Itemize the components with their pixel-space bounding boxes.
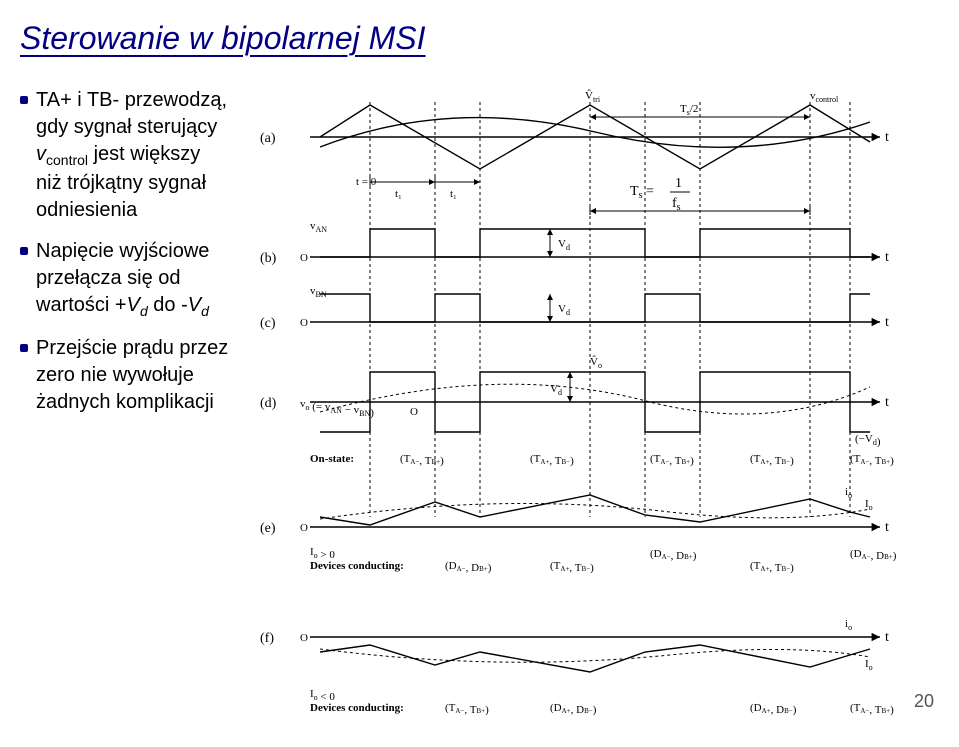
bullet-list: TA+ i TB- przewodzą, gdy sygnał sterując… bbox=[20, 87, 230, 727]
nvd-label: (−Vd) bbox=[855, 433, 881, 448]
vbn-label: vBN bbox=[310, 285, 327, 299]
Io-label: Io bbox=[865, 658, 873, 672]
zero: O bbox=[300, 252, 308, 264]
voh-label: V̂o bbox=[590, 355, 602, 370]
bullet-icon bbox=[20, 344, 28, 352]
io-label: io bbox=[845, 618, 852, 632]
row-label: (e) bbox=[260, 521, 276, 536]
pair: (DA+, DB−) bbox=[550, 702, 597, 716]
pair: (TA+, TB−) bbox=[750, 453, 794, 467]
fs-num: 1 bbox=[675, 176, 682, 191]
waveform-diagram: (a) t V̂tri vcontrol t = 0 bbox=[250, 87, 940, 727]
pair: (TA−, TB+) bbox=[850, 702, 894, 716]
vd-label: Vd bbox=[558, 238, 570, 252]
dev-label: Devices conducting: bbox=[310, 560, 404, 572]
dev-label: Devices conducting: bbox=[310, 702, 404, 714]
ion-label: Io < 0 bbox=[310, 688, 335, 703]
vd-label: Vd bbox=[550, 383, 562, 397]
onstate-label: On-state: bbox=[310, 453, 354, 465]
pair: (TA−, TB+) bbox=[650, 453, 694, 467]
t1-label: t₁ bbox=[395, 188, 402, 200]
pair: (DA+, DB−) bbox=[750, 702, 797, 716]
vd-label: Vd bbox=[558, 303, 570, 317]
vcontrol-label: vcontrol bbox=[810, 90, 839, 104]
pair: (DA−, DB+) bbox=[850, 548, 897, 562]
iop-label: Io > 0 bbox=[310, 546, 335, 561]
zero: O bbox=[300, 522, 308, 534]
fs-den: fs bbox=[672, 196, 681, 213]
axis-t: t bbox=[885, 395, 889, 410]
axis-t: t bbox=[885, 520, 889, 535]
bullet-item: Przejście prądu przez zero nie wywołuje … bbox=[20, 335, 230, 416]
van-label: vAN bbox=[310, 220, 327, 234]
row-label: (d) bbox=[260, 396, 277, 411]
row-label: (c) bbox=[260, 316, 276, 331]
ts2-label: Ts/2 bbox=[680, 103, 698, 117]
bullet-text: Napięcie wyjściowe przełącza się od wart… bbox=[36, 238, 230, 321]
bullet-icon bbox=[20, 96, 28, 104]
pair: (TA−, TB+) bbox=[400, 453, 444, 467]
pair: (DA−, DB+) bbox=[445, 560, 492, 574]
diagram-container: (a) t V̂tri vcontrol t = 0 bbox=[250, 87, 940, 727]
page-number: 20 bbox=[914, 691, 934, 712]
bullet-icon bbox=[20, 247, 28, 255]
content-row: TA+ i TB- przewodzą, gdy sygnał sterując… bbox=[20, 87, 939, 727]
pair: (TA+, TB−) bbox=[550, 560, 594, 574]
pair: (TA+, TB−) bbox=[530, 453, 574, 467]
axis-t: t bbox=[885, 250, 889, 265]
bullet-text: TA+ i TB- przewodzą, gdy sygnał sterując… bbox=[36, 87, 230, 224]
Io-label: Io bbox=[865, 498, 873, 512]
pair: (TA+, TB−) bbox=[750, 560, 794, 574]
row-label: (f) bbox=[260, 631, 274, 646]
zero: O bbox=[300, 317, 308, 329]
io-label: io bbox=[845, 486, 852, 500]
axis-t: t bbox=[885, 315, 889, 330]
row-label: (a) bbox=[260, 131, 276, 146]
pair: (DA−, DB+) bbox=[650, 548, 697, 562]
ts-eq: Ts = bbox=[630, 184, 654, 201]
bullet-item: Napięcie wyjściowe przełącza się od wart… bbox=[20, 238, 230, 321]
zero: O bbox=[300, 632, 308, 644]
axis-t: t bbox=[885, 630, 889, 645]
bullet-text: Przejście prądu przez zero nie wywołuje … bbox=[36, 335, 230, 416]
pair: (TA−, TB+) bbox=[850, 453, 894, 467]
t1-label-2: t₁ bbox=[450, 188, 457, 200]
bullet-item: TA+ i TB- przewodzą, gdy sygnał sterując… bbox=[20, 87, 230, 224]
zero: O bbox=[410, 406, 418, 418]
row-label: (b) bbox=[260, 251, 277, 266]
pair: (TA−, TB+) bbox=[445, 702, 489, 716]
vtri-label: V̂tri bbox=[585, 89, 601, 104]
axis-t: t bbox=[885, 130, 889, 145]
page-title: Sterowanie w bipolarnej MSI bbox=[20, 20, 939, 57]
